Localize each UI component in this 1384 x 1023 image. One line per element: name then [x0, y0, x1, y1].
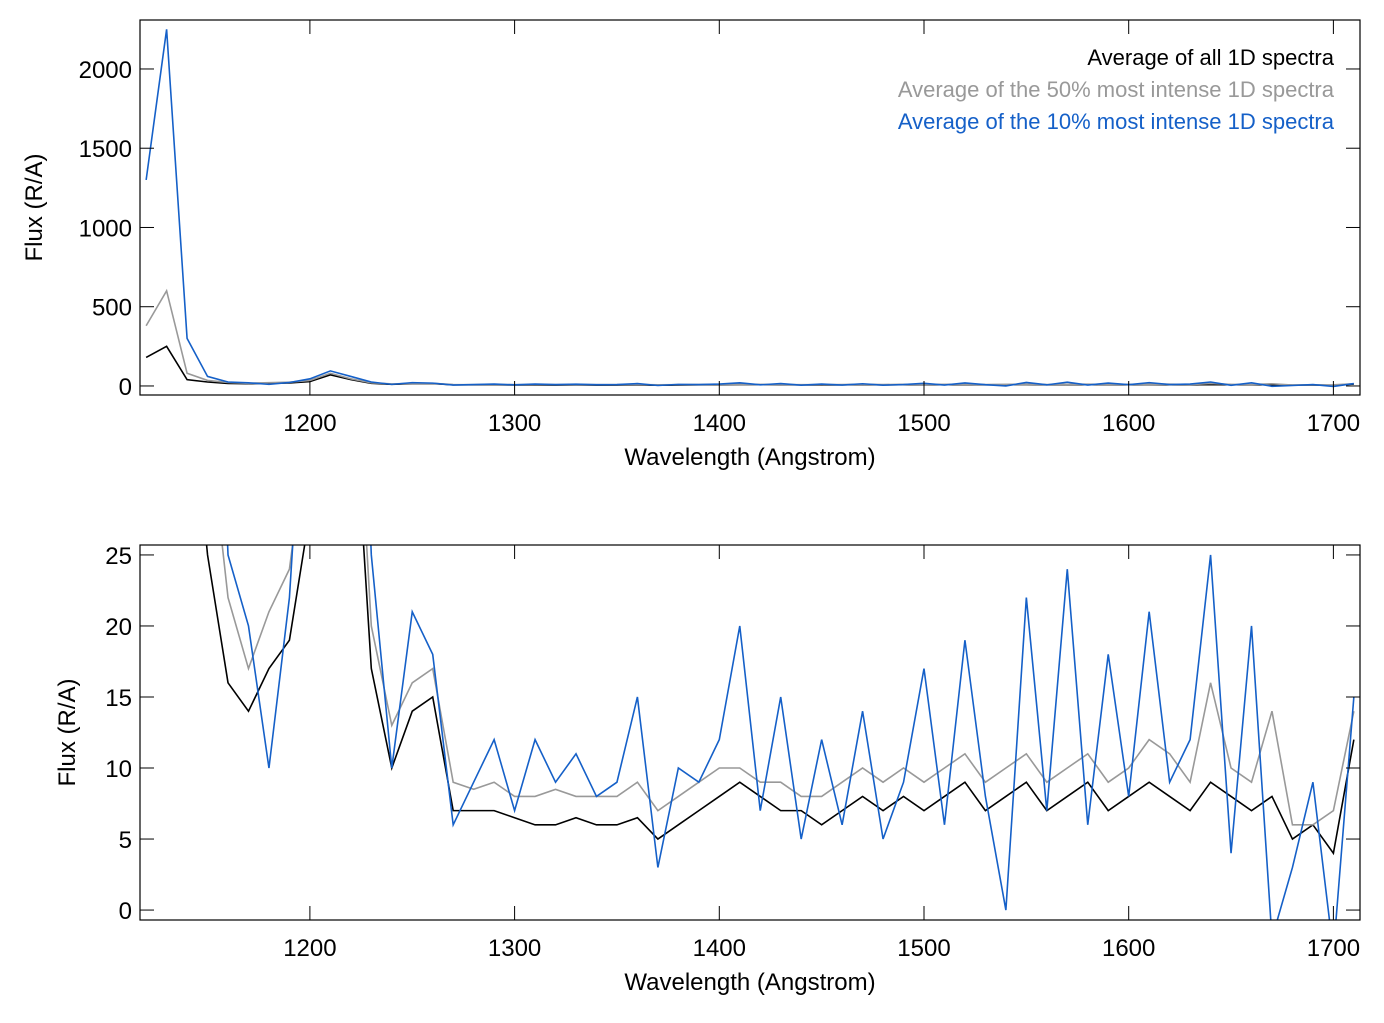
y-axis-label: Flux (R/A)	[54, 679, 81, 787]
y-tick-label: 1000	[79, 215, 132, 242]
y-tick-label: 20	[105, 614, 132, 641]
spectrum-line	[145, 29, 1354, 388]
y-tick-label: 25	[105, 543, 132, 570]
y-axis-label: Flux (R/A)	[21, 154, 48, 262]
x-tick-label: 1600	[1102, 935, 1155, 962]
spectrum-line	[145, 288, 1354, 386]
x-tick-label: 1500	[897, 410, 950, 437]
y-tick-label: 500	[92, 295, 132, 322]
x-tick-label: 1400	[693, 410, 746, 437]
y-tick-label: 1500	[79, 136, 132, 163]
x-tick-label: 1700	[1307, 410, 1360, 437]
spectrum-line	[226, 545, 1355, 920]
x-tick-label: 1400	[693, 935, 746, 962]
spectrum-line	[205, 545, 1355, 856]
x-tick-label: 1200	[283, 410, 336, 437]
panel: 1200 1300 1400 1500 1600 1700 0 500 1000 1500 2000…	[21, 19, 1361, 471]
y-tick-label: 10	[105, 756, 132, 783]
spectrum-line	[145, 345, 1354, 387]
legend-entry: Average of all 1D spectra	[1087, 45, 1334, 70]
x-tick-label: 1300	[488, 935, 541, 962]
plot-frame	[139, 544, 1361, 921]
x-axis-label: Wavelength (Angstrom)	[624, 969, 875, 996]
y-tick-label: 15	[105, 685, 132, 712]
y-tick-label: 0	[119, 374, 132, 401]
series-group	[205, 545, 1355, 920]
legend-entry: Average of the 10% most intense 1D spect…	[898, 109, 1335, 134]
y-tick-label: 2000	[79, 57, 132, 84]
x-tick-label: 1300	[488, 410, 541, 437]
spectrum-line	[221, 545, 1355, 826]
series-group	[145, 29, 1354, 388]
x-axis-label: Wavelength (Angstrom)	[624, 444, 875, 471]
x-tick-label: 1200	[283, 935, 336, 962]
x-tick-label: 1500	[897, 935, 950, 962]
plot-frame	[139, 19, 1361, 396]
legend-entry: Average of the 50% most intense 1D spect…	[898, 77, 1335, 102]
panel: 1200 1300 1400 1500 1600 1700 0 5 10 15 20 25 Wavele…	[54, 543, 1361, 996]
x-tick-label: 1700	[1307, 935, 1360, 962]
y-tick-label: 0	[119, 898, 132, 925]
x-tick-label: 1600	[1102, 410, 1155, 437]
y-tick-label: 5	[119, 827, 132, 854]
